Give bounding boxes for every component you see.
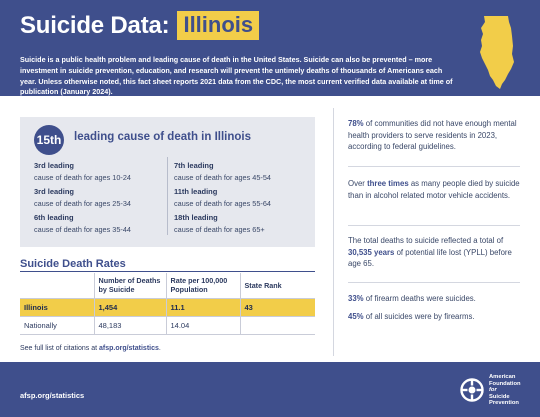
citation-note: See full list of citations at afsp.org/s…: [20, 345, 161, 352]
rank-item-label: 3rd leading: [34, 187, 75, 196]
fact-text: of all suicides were by firearms.: [363, 312, 475, 321]
fact-rule: [348, 166, 520, 167]
fact-text: of firearm deaths were suicides.: [363, 294, 476, 303]
rank-item: 6th leading cause of death for ages 35-4…: [34, 213, 164, 234]
rank-badge: 15th: [34, 125, 64, 155]
rates-table: Number of Deaths by Suicide Rate per 100…: [20, 273, 315, 335]
rank-headline: leading cause of death in Illinois: [74, 131, 252, 143]
rank-item-label: 18th leading: [174, 213, 218, 222]
rank-item-desc: cause of death for ages 55-64: [174, 199, 271, 208]
column-header: State Rank: [239, 273, 315, 299]
title-state-highlight: Illinois: [177, 11, 260, 40]
citation-link[interactable]: afsp.org/statistics: [98, 345, 159, 352]
fact-text: as many people died by suicide than in a…: [348, 179, 520, 200]
afsp-logo-icon: [460, 378, 484, 403]
rank-item: 3rd leading cause of death for ages 10-2…: [34, 161, 164, 182]
title-main: Suicide Data:: [20, 11, 170, 39]
rank-item-label: 3rd leading: [34, 161, 75, 170]
fact-highlight: 33%: [348, 294, 364, 303]
column-header: [20, 273, 95, 299]
logo-line: Suicide: [489, 393, 510, 400]
page-title: Suicide Data: Illinois: [20, 11, 260, 40]
fact-text: The total deaths to suicide reflected a …: [348, 236, 504, 245]
fact-firearm-suicides: 45% of all suicides were by firearms.: [348, 311, 520, 323]
logo-line: Foundation: [489, 380, 521, 387]
rank-item: 7th leading cause of death for ages 45-5…: [174, 161, 304, 182]
ranking-divider: [167, 157, 168, 235]
table-cell: Illinois: [20, 297, 95, 317]
rank-item: 3rd leading cause of death for ages 25-3…: [34, 187, 164, 208]
fact-motor-vehicle: Over three times as many people died by …: [348, 178, 520, 201]
rank-item-label: 7th leading: [174, 161, 214, 170]
fact-highlight: 45%: [348, 312, 364, 321]
fact-highlight: three times: [367, 179, 409, 188]
table-cell: 43: [239, 297, 315, 317]
rank-item-desc: cause of death for ages 25-34: [34, 199, 131, 208]
ranking-panel: 15th leading cause of death in Illinois …: [20, 117, 315, 247]
rank-item-desc: cause of death for ages 65+: [174, 225, 265, 234]
fact-providers: 78% of communities did not have enough m…: [348, 118, 520, 153]
table-cell: 11.1: [165, 297, 241, 317]
logo-line: for: [489, 387, 497, 394]
fact-rule: [348, 282, 520, 283]
rank-item-desc: cause of death for ages 45-54: [174, 173, 271, 182]
rank-item: 11th leading cause of death for ages 55-…: [174, 187, 304, 208]
table-cell: [239, 315, 315, 335]
rank-item: 18th leading cause of death for ages 65+: [174, 213, 304, 234]
table-cell: 48,183: [93, 315, 167, 335]
rates-title: Suicide Death Rates: [20, 258, 126, 270]
logo-wordmark: American Foundation for Suicide Preventi…: [489, 374, 521, 407]
fact-text: of potential life lost (YPLL) before age…: [348, 247, 512, 269]
table-cell: 14.04: [165, 315, 241, 335]
rank-item-label: 11th leading: [174, 187, 218, 196]
citation-prefix: See full list of citations at: [20, 345, 99, 352]
column-header: Number of Deaths by Suicide: [93, 273, 167, 299]
logo-line: Prevention: [489, 400, 519, 407]
table-row: Nationally 48,183 14.04: [20, 315, 315, 335]
rank-item-desc: cause of death for ages 10-24: [34, 173, 131, 182]
fact-text: Over: [348, 179, 368, 188]
fact-text: of communities did not have enough menta…: [348, 119, 517, 152]
afsp-logo[interactable]: American Foundation for Suicide Preventi…: [460, 374, 521, 407]
intro-paragraph: Suicide is a public health problem and l…: [20, 55, 453, 97]
footer-bar: afsp.org/statistics American Foundation …: [0, 362, 540, 417]
fact-rule: [348, 225, 520, 226]
citation-suffix: .: [158, 345, 161, 352]
rank-item-desc: cause of death for ages 35-44: [34, 225, 131, 234]
fact-highlight: 78%: [348, 119, 364, 128]
column-header: Rate per 100,000 Population: [165, 273, 241, 299]
table-header-row: Number of Deaths by Suicide Rate per 100…: [20, 273, 315, 299]
table-cell: 1,454: [93, 297, 167, 317]
logo-line: American: [489, 374, 516, 380]
table-cell: Nationally: [20, 315, 95, 335]
header-banner: Suicide Data: Illinois Suicide is a publ…: [0, 0, 540, 96]
column-divider: [333, 108, 334, 356]
fact-firearm-deaths: 33% of firearm deaths were suicides.: [348, 293, 520, 305]
footer-url[interactable]: afsp.org/statistics: [20, 391, 85, 400]
fact-highlight: 30,535 years: [348, 247, 395, 257]
illinois-map-icon: [480, 16, 514, 89]
rates-title-rule: [20, 271, 315, 272]
fact-ypll: The total deaths to suicide reflected a …: [348, 235, 520, 270]
table-row: Illinois 1,454 11.1 43: [20, 297, 315, 317]
rank-item-label: 6th leading: [34, 213, 74, 222]
